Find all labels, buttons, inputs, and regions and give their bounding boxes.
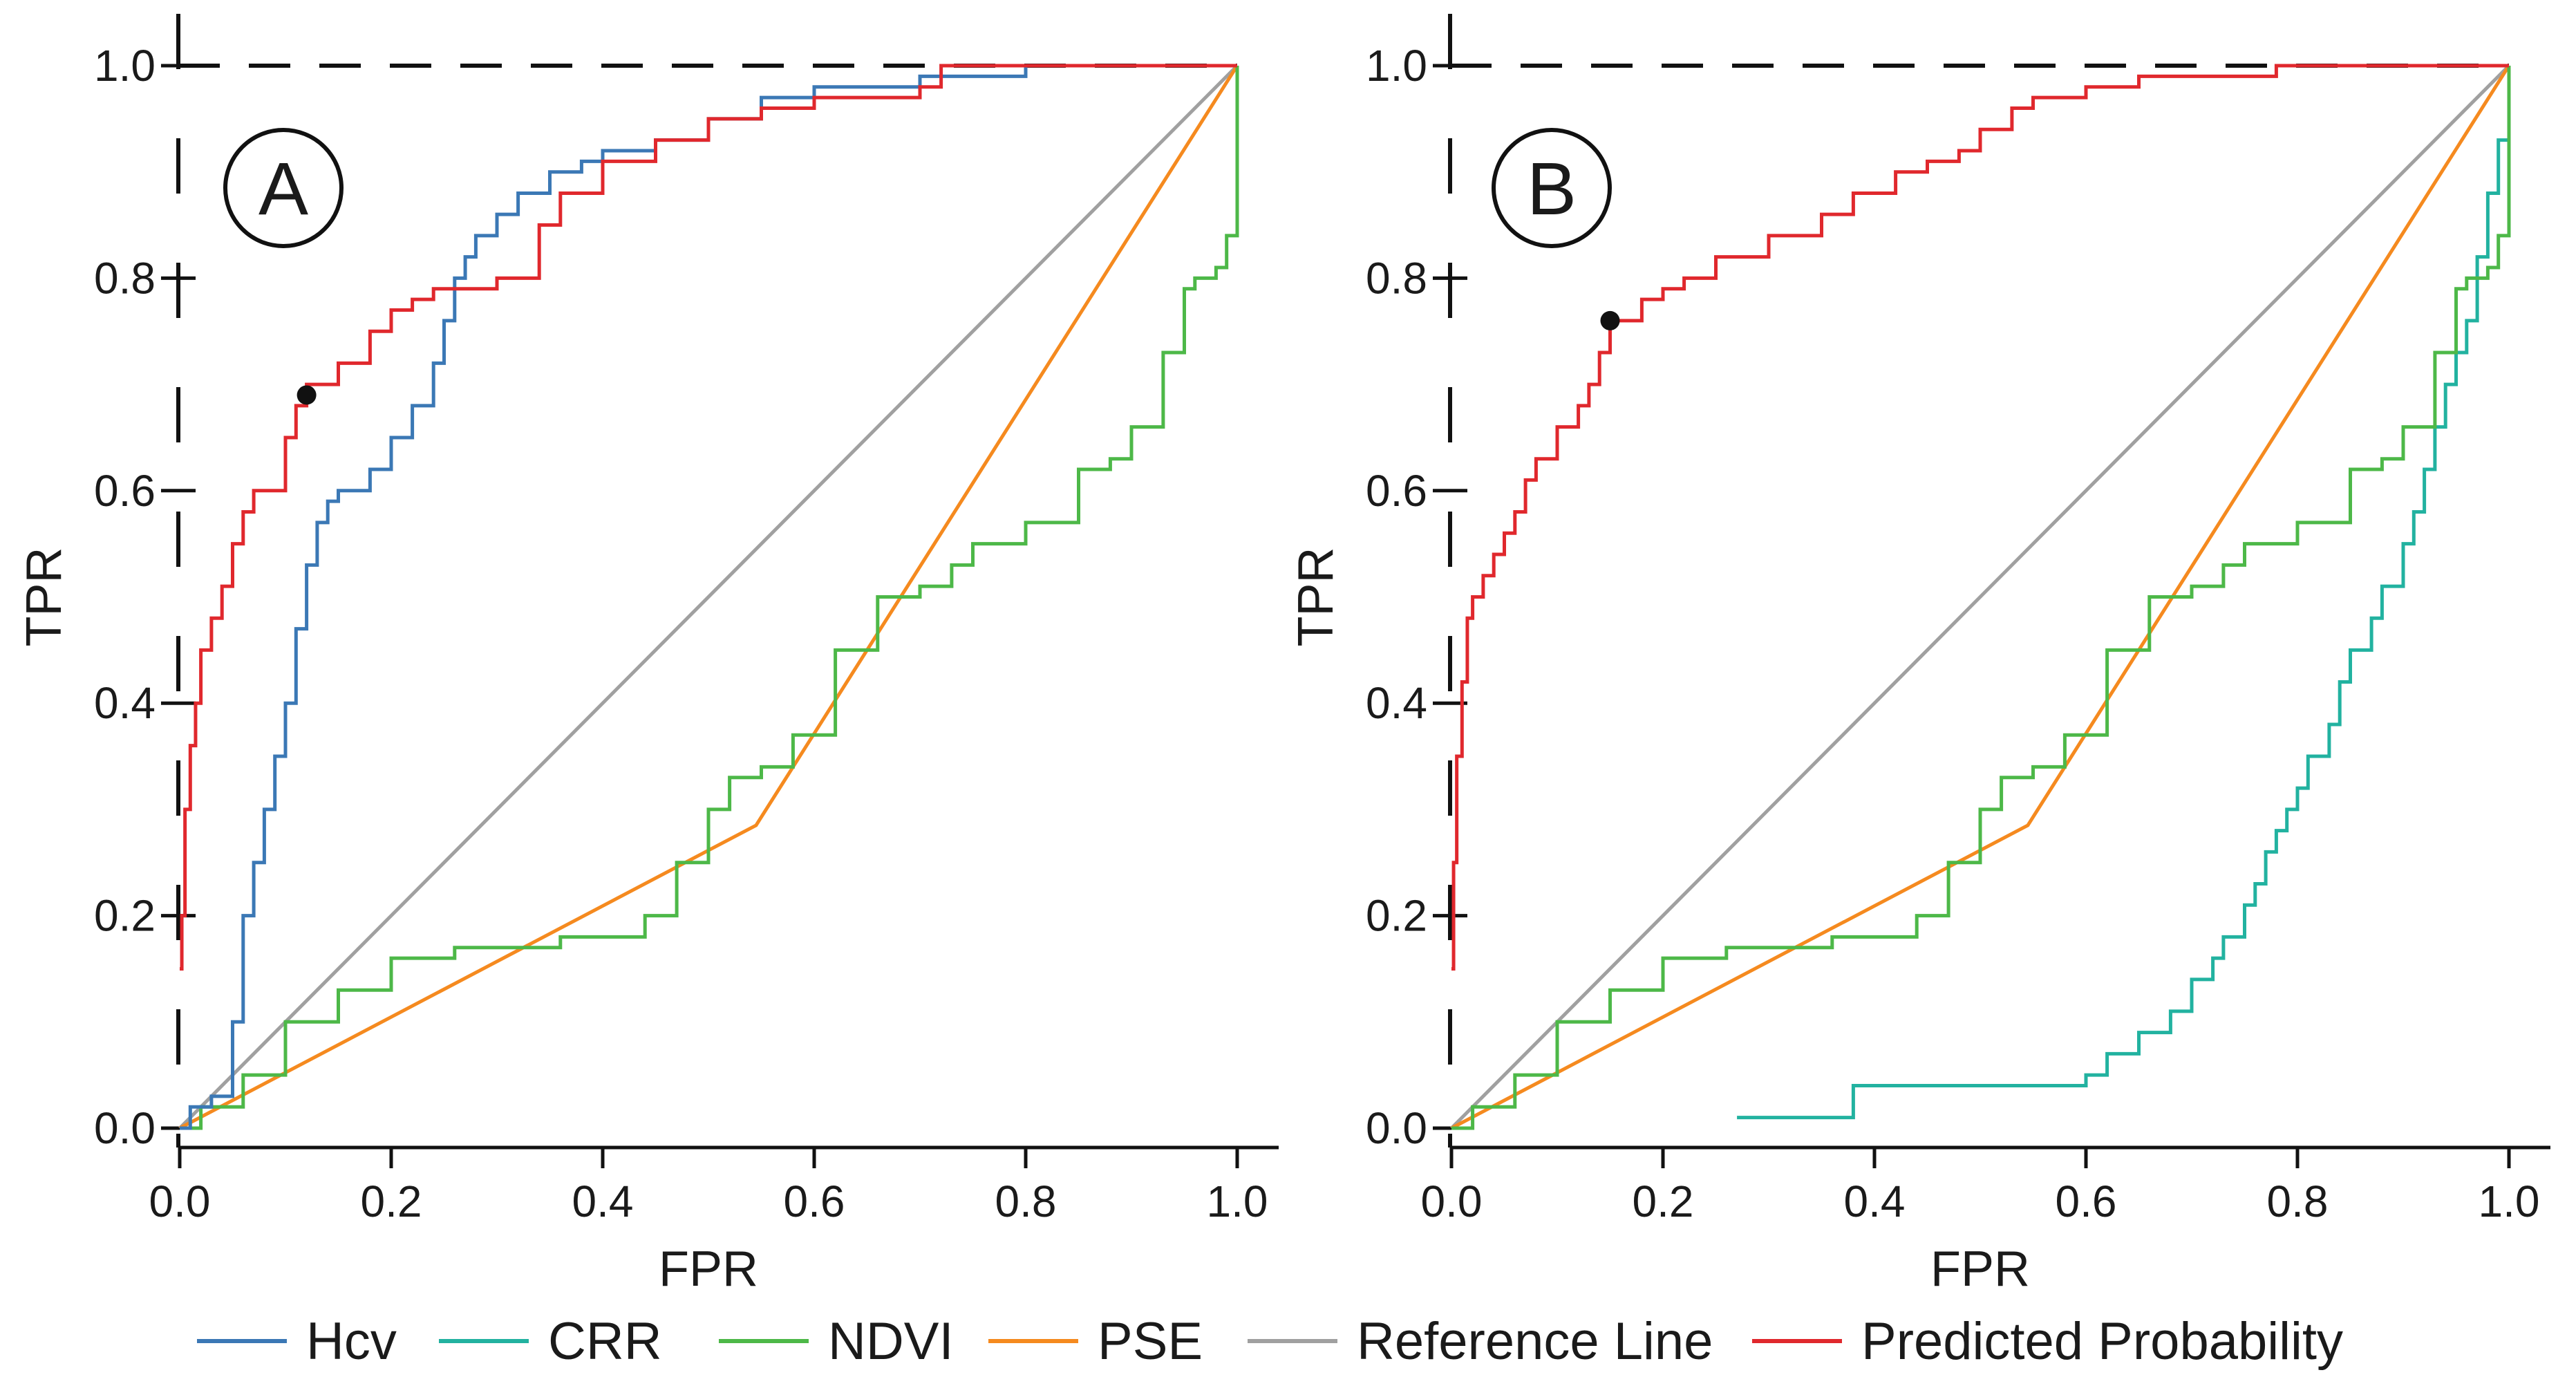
y-tick-label: 0.6 (94, 466, 156, 516)
x-tick-label: 0.8 (995, 1177, 1057, 1226)
panel-b: 0.0 0.2 0.4 0.6 0.8 1.0 0.0 0.2 0.4 0.6 0.8 1.0 FPR T… (1288, 14, 2550, 1297)
series-line-predicted-probability (180, 64, 1237, 971)
y-tick-label: 1.0 (1366, 41, 1427, 91)
x-tick-label: 0.0 (1421, 1177, 1483, 1226)
panel-a: 0.0 0.2 0.4 0.6 0.8 1.0 0.0 0.2 0.4 0.6 0.8 1.0 FPR T… (17, 14, 1279, 1297)
x-axis-label: FPR (659, 1242, 758, 1297)
series-line-crr (1737, 66, 2511, 1120)
y-tick-label: 0.2 (1366, 891, 1427, 941)
x-tick-label: 0.2 (361, 1177, 422, 1226)
x-tick-label: 0.0 (149, 1177, 211, 1226)
legend-label: CRR (548, 1312, 662, 1371)
legend-label: Reference Line (1357, 1312, 1713, 1371)
y-tick-label: 0.8 (94, 253, 156, 303)
x-tick-label: 0.2 (1633, 1177, 1694, 1226)
panel-label-circle (1492, 128, 1612, 248)
y-tick-label: 0.4 (1366, 678, 1427, 728)
panel-label-circle (223, 128, 344, 248)
y-tick-label: 0.0 (1366, 1103, 1427, 1153)
series-line-ndvi (180, 66, 1239, 1130)
y-tick-label: 1.0 (94, 41, 156, 91)
x-tick-label: 0.6 (2056, 1177, 2117, 1226)
y-tick-label: 0.4 (94, 678, 156, 728)
legend: Hcv CRR NDVI PSE Reference Line Predicted Pro… (197, 1312, 2343, 1371)
optimal-point-marker (297, 385, 317, 405)
x-tick-label: 0.4 (572, 1177, 634, 1226)
y-axis-label: TPR (1288, 547, 1344, 647)
x-axis-label: FPR (1930, 1242, 2030, 1297)
series-line-reference-line (178, 64, 1239, 1130)
legend-label: Hcv (306, 1312, 397, 1371)
optimal-point-marker (1600, 310, 1620, 330)
y-axis-label: TPR (17, 547, 72, 647)
x-tick-label: 0.6 (784, 1177, 845, 1226)
legend-label: NDVI (828, 1312, 954, 1371)
y-tick-label: 0.2 (94, 891, 156, 941)
series-line-pse (1450, 64, 2511, 1130)
y-tick-label: 0.6 (1366, 466, 1427, 516)
x-tick-label: 1.0 (2479, 1177, 2540, 1226)
series-line-reference-line (1450, 64, 2510, 1130)
panel-label: B (1527, 147, 1577, 230)
series-line-ndvi (1451, 66, 2511, 1130)
x-tick-label: 1.0 (1207, 1177, 1268, 1226)
y-tick-label: 0.8 (1366, 253, 1427, 303)
series-line-pse (178, 64, 1239, 1130)
y-tick-label: 0.0 (94, 1103, 156, 1153)
legend-label: PSE (1098, 1312, 1203, 1371)
series-line-predicted-probability (1451, 64, 2509, 971)
legend-label: Predicted Probability (1861, 1312, 2343, 1371)
x-tick-label: 0.4 (1844, 1177, 1906, 1226)
panel-label: A (258, 147, 308, 230)
x-tick-label: 0.8 (2267, 1177, 2329, 1226)
